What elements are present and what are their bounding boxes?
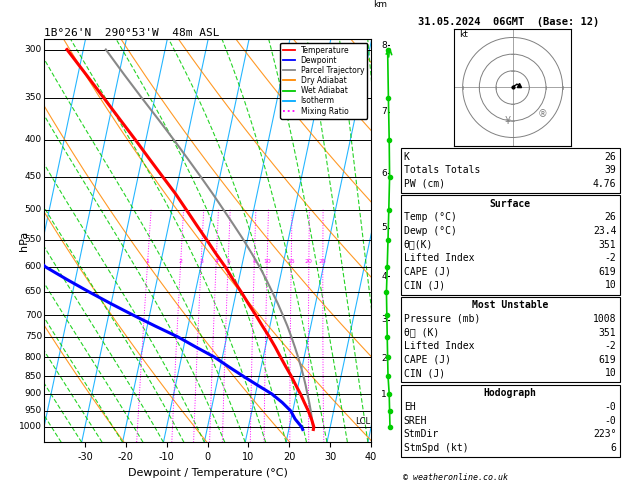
Text: 800: 800 — [25, 352, 42, 362]
Text: 1B°26'N  290°53'W  48m ASL: 1B°26'N 290°53'W 48m ASL — [44, 28, 220, 38]
Text: 500: 500 — [25, 205, 42, 214]
Text: km: km — [373, 0, 387, 9]
Text: 5: 5 — [226, 259, 230, 264]
Text: CAPE (J): CAPE (J) — [404, 267, 451, 277]
Text: 950: 950 — [25, 406, 42, 416]
Text: 750: 750 — [25, 332, 42, 341]
Text: 5: 5 — [381, 224, 387, 232]
Text: 450: 450 — [25, 172, 42, 181]
Text: 351: 351 — [599, 328, 616, 338]
Text: 8: 8 — [252, 259, 256, 264]
Text: 6: 6 — [381, 169, 387, 177]
Text: θᴄ (K): θᴄ (K) — [404, 328, 439, 338]
Text: 350: 350 — [25, 93, 42, 103]
Text: 6: 6 — [611, 443, 616, 453]
Text: 600: 600 — [25, 262, 42, 271]
Text: Surface: Surface — [489, 199, 531, 209]
Text: Lifted Index: Lifted Index — [404, 341, 474, 351]
Text: -2: -2 — [604, 341, 616, 351]
Text: 900: 900 — [25, 389, 42, 399]
Text: 650: 650 — [25, 287, 42, 296]
Text: 3: 3 — [381, 315, 387, 324]
Text: 4: 4 — [214, 259, 218, 264]
Text: 4.76: 4.76 — [593, 179, 616, 189]
Text: Pressure (mb): Pressure (mb) — [404, 314, 480, 324]
Text: PW (cm): PW (cm) — [404, 179, 445, 189]
Text: 619: 619 — [599, 267, 616, 277]
Text: 619: 619 — [599, 355, 616, 365]
Text: 550: 550 — [25, 235, 42, 244]
Text: -0: -0 — [604, 402, 616, 412]
Text: 15: 15 — [287, 259, 295, 264]
Text: CIN (J): CIN (J) — [404, 280, 445, 291]
Text: 3: 3 — [199, 259, 203, 264]
Text: 31.05.2024  06GMT  (Base: 12): 31.05.2024 06GMT (Base: 12) — [418, 17, 599, 27]
Legend: Temperature, Dewpoint, Parcel Trajectory, Dry Adiabat, Wet Adiabat, Isotherm, Mi: Temperature, Dewpoint, Parcel Trajectory… — [280, 43, 367, 119]
Text: 26: 26 — [604, 212, 616, 223]
Text: ®: ® — [538, 109, 547, 120]
Text: 25: 25 — [319, 259, 327, 264]
Text: LCL: LCL — [355, 417, 370, 426]
Text: 850: 850 — [25, 371, 42, 381]
Text: kt: kt — [459, 31, 468, 39]
Text: θᴄ(K): θᴄ(K) — [404, 240, 433, 250]
Text: © weatheronline.co.uk: © weatheronline.co.uk — [403, 473, 508, 482]
Text: 8: 8 — [381, 41, 387, 50]
Text: Dewp (°C): Dewp (°C) — [404, 226, 457, 236]
Text: 39: 39 — [604, 165, 616, 175]
Text: 26: 26 — [604, 152, 616, 162]
Text: 7: 7 — [381, 107, 387, 116]
Text: CIN (J): CIN (J) — [404, 368, 445, 379]
X-axis label: Dewpoint / Temperature (°C): Dewpoint / Temperature (°C) — [128, 468, 287, 478]
Text: 20: 20 — [305, 259, 313, 264]
Text: Lifted Index: Lifted Index — [404, 253, 474, 263]
Text: StmSpd (kt): StmSpd (kt) — [404, 443, 469, 453]
Text: 2: 2 — [179, 259, 182, 264]
Text: Most Unstable: Most Unstable — [472, 300, 548, 311]
Text: Totals Totals: Totals Totals — [404, 165, 480, 175]
Text: 23.4: 23.4 — [593, 226, 616, 236]
Text: SREH: SREH — [404, 416, 427, 426]
Text: 223°: 223° — [593, 429, 616, 439]
Text: 10: 10 — [604, 368, 616, 379]
Text: Hodograph: Hodograph — [484, 388, 537, 399]
Text: 1008: 1008 — [593, 314, 616, 324]
Text: ¥: ¥ — [504, 116, 510, 126]
Text: 1: 1 — [146, 259, 150, 264]
Text: 300: 300 — [25, 45, 42, 54]
Text: K: K — [404, 152, 409, 162]
Text: 400: 400 — [25, 135, 42, 144]
Text: 10: 10 — [264, 259, 271, 264]
Text: StmDir: StmDir — [404, 429, 439, 439]
Text: hPa: hPa — [19, 230, 30, 251]
Text: 1: 1 — [381, 390, 387, 399]
Text: 4: 4 — [382, 272, 387, 280]
Text: 1000: 1000 — [19, 422, 42, 432]
Text: EH: EH — [404, 402, 416, 412]
Text: 10: 10 — [604, 280, 616, 291]
Text: 700: 700 — [25, 311, 42, 320]
Text: Temp (°C): Temp (°C) — [404, 212, 457, 223]
Text: -0: -0 — [604, 416, 616, 426]
Text: -2: -2 — [604, 253, 616, 263]
Text: CAPE (J): CAPE (J) — [404, 355, 451, 365]
Text: 2: 2 — [382, 354, 387, 364]
Text: 351: 351 — [599, 240, 616, 250]
